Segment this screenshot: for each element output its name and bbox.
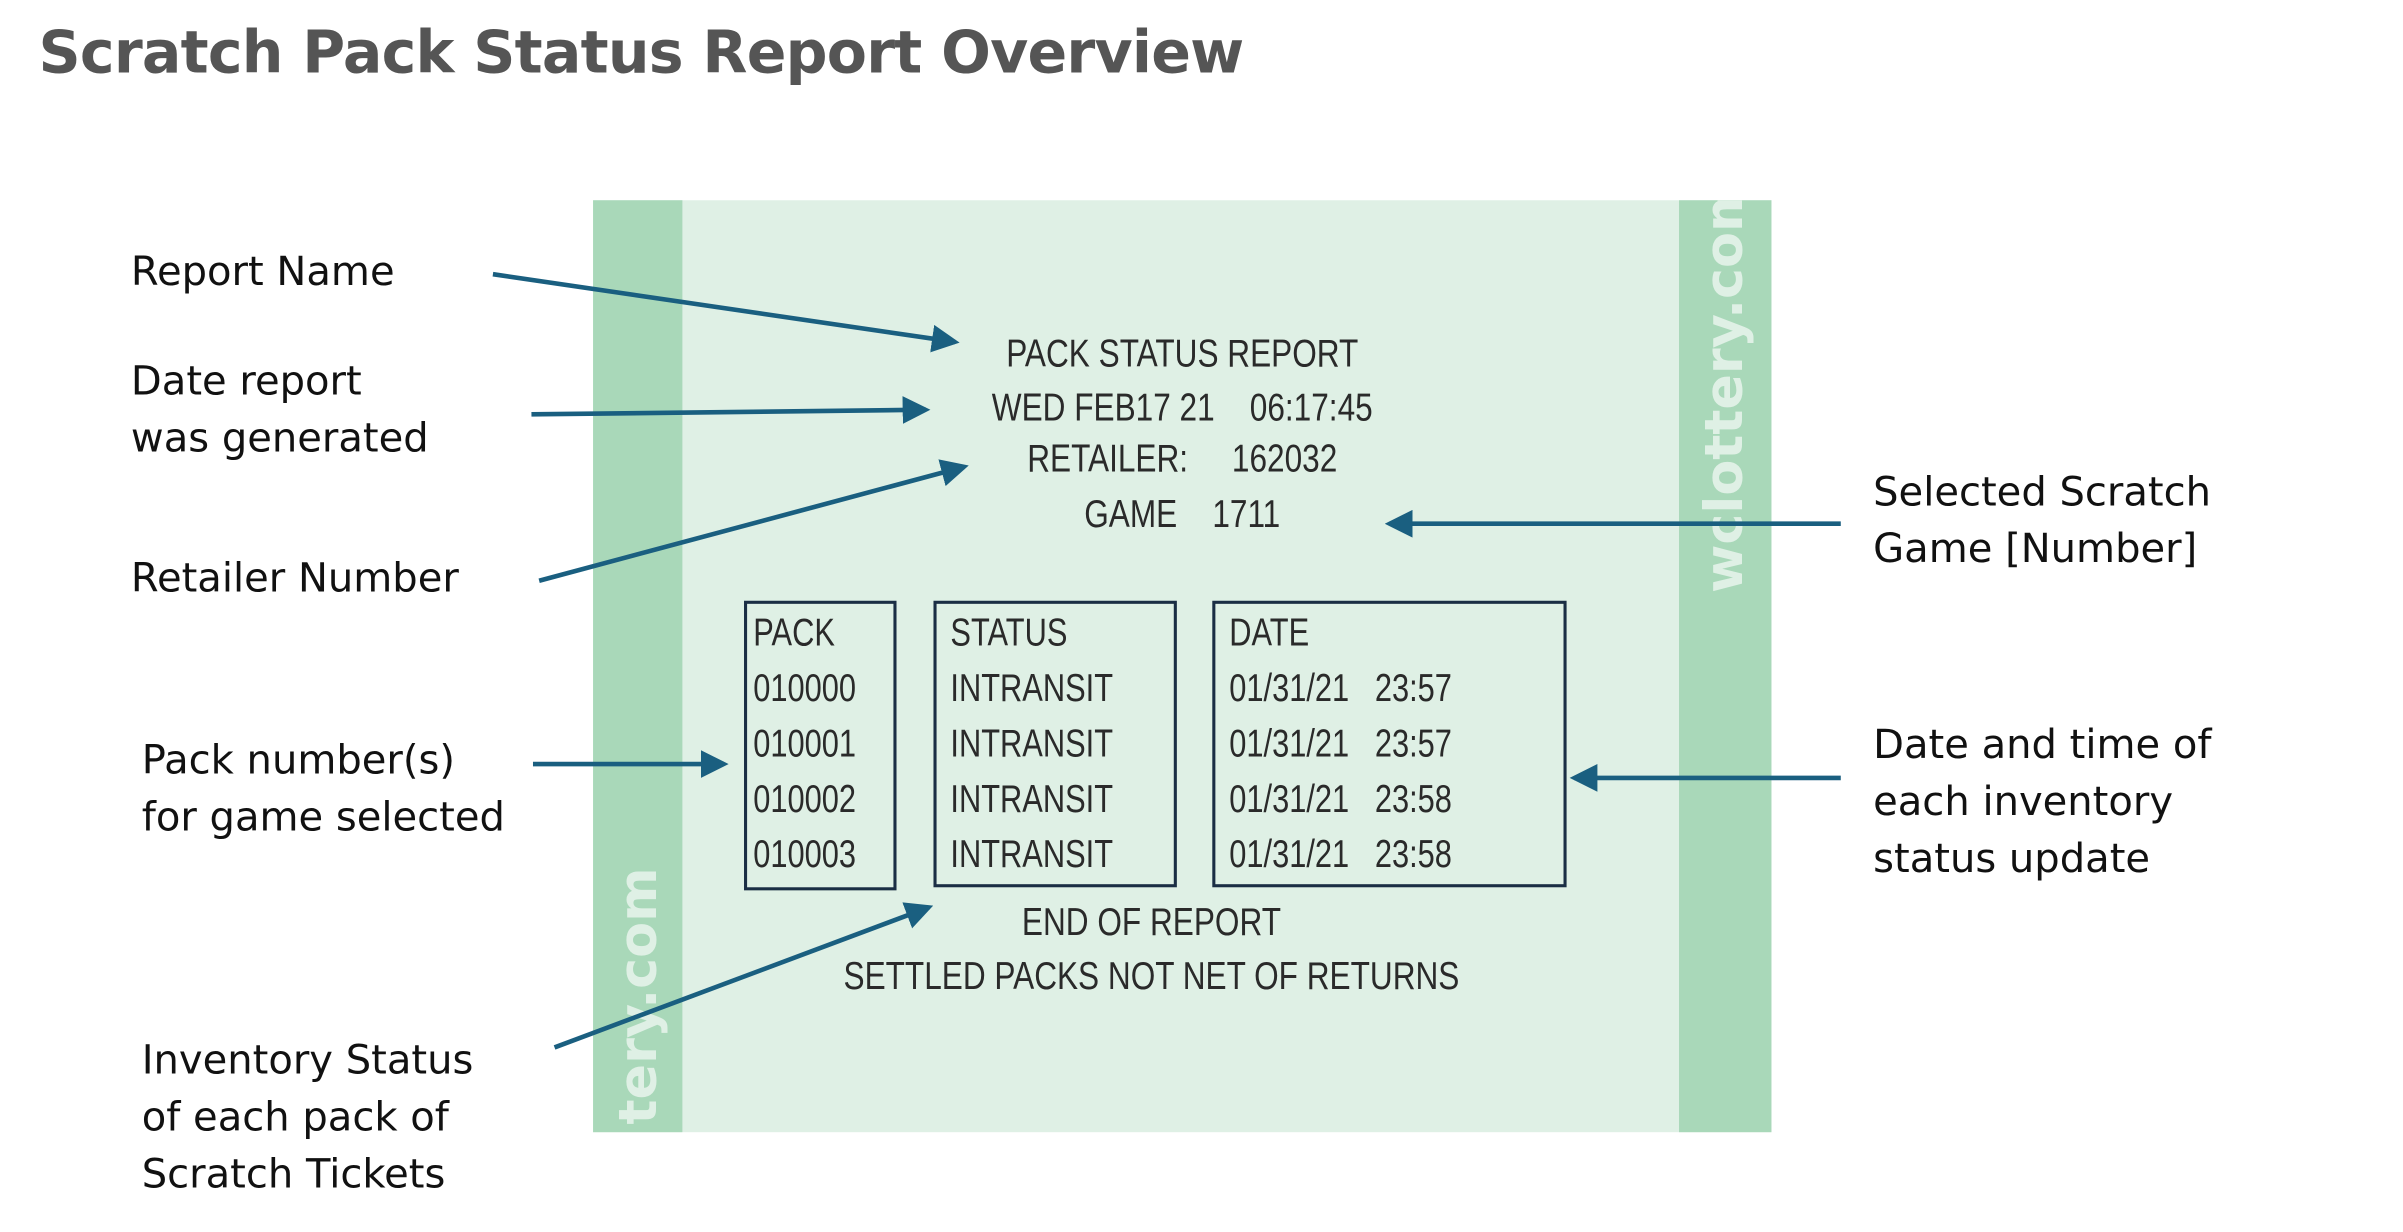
pack-number: 010001 <box>753 722 857 766</box>
status-date: 01/31/21 23:57 <box>1229 666 1452 711</box>
callout-text: Date report <box>130 358 362 406</box>
pack-number: 010003 <box>753 833 857 877</box>
game-number: GAME 1711 <box>1084 492 1281 537</box>
retailer-number: RETAILER: 162032 <box>1027 437 1338 481</box>
status-column: STATUS INTRANSIT INTRANSIT INTRANSIT INT… <box>933 600 1177 888</box>
arrow-report-name <box>492 271 960 353</box>
pack-status: INTRANSIT <box>950 833 1114 877</box>
callout-text: each inventory <box>1873 779 2174 826</box>
callout-text: of each pack of <box>141 1095 449 1142</box>
receipt-left-strip: tery.com <box>593 200 683 1133</box>
receipt-image: tery.com wclottery.com PACK STATUS REPOR… <box>593 200 1772 1133</box>
callout-retailer-number: Retailer Number <box>131 551 459 608</box>
callout-text: Pack number(s) <box>141 737 455 785</box>
status-date: 01/31/21 23:58 <box>1229 833 1452 877</box>
status-date: 01/31/21 23:58 <box>1229 777 1452 822</box>
date-header: DATE <box>1229 611 1310 655</box>
receipt-right-strip: wclottery.com <box>1679 200 1772 1133</box>
callout-text: Selected Scratch <box>1873 469 2212 517</box>
pack-header: PACK <box>753 611 835 655</box>
date-column: DATE 01/31/21 23:57 01/31/21 23:57 01/31… <box>1212 600 1567 888</box>
pack-number: 010000 <box>753 666 857 711</box>
callout-pack-numbers: Pack number(s) for game selected <box>142 733 505 847</box>
callout-inventory-status: Inventory Status of each pack of Scratch… <box>142 1034 474 1205</box>
callout-report-name: Report Name <box>131 245 395 302</box>
callout-text: for game selected <box>141 794 505 842</box>
settled-note: SETTLED PACKS NOT NET OF RETURNS <box>843 955 1460 999</box>
report-date: WED FEB17 21 06:17:45 <box>991 386 1373 430</box>
callout-text: was generated <box>130 415 429 463</box>
pack-status: INTRANSIT <box>950 777 1114 822</box>
arrow-date-generated <box>531 396 931 424</box>
callout-text: Report Name <box>130 249 395 296</box>
page-title: Scratch Pack Status Report Overview <box>38 18 1245 87</box>
pack-column: PACK 010000 010001 010002 010003 <box>744 600 897 891</box>
callout-selected-game: Selected Scratch Game [Number] <box>1873 465 2211 579</box>
callout-date-time: Date and time of each inventory status u… <box>1873 718 2211 889</box>
report-name: PACK STATUS REPORT <box>1006 332 1359 376</box>
pack-number: 010002 <box>753 777 857 822</box>
arrow-inventory-status <box>553 902 934 1050</box>
status-header: STATUS <box>950 611 1068 655</box>
callout-text: Scratch Tickets <box>141 1152 446 1199</box>
callout-text: Game [Number] <box>1873 526 2198 574</box>
status-date: 01/31/21 23:57 <box>1229 722 1452 766</box>
callout-text: Retailer Number <box>130 556 459 603</box>
pack-status: INTRANSIT <box>950 666 1114 711</box>
callout-text: Inventory Status <box>141 1038 474 1085</box>
end-of-report: END OF REPORT <box>1021 901 1281 945</box>
arrow-retailer-number <box>538 459 969 583</box>
pack-status: INTRANSIT <box>950 722 1114 766</box>
callout-text: Date and time of <box>1873 722 2212 769</box>
callout-text: status update <box>1873 836 2151 883</box>
callout-date-generated: Date report was generated <box>131 354 429 468</box>
